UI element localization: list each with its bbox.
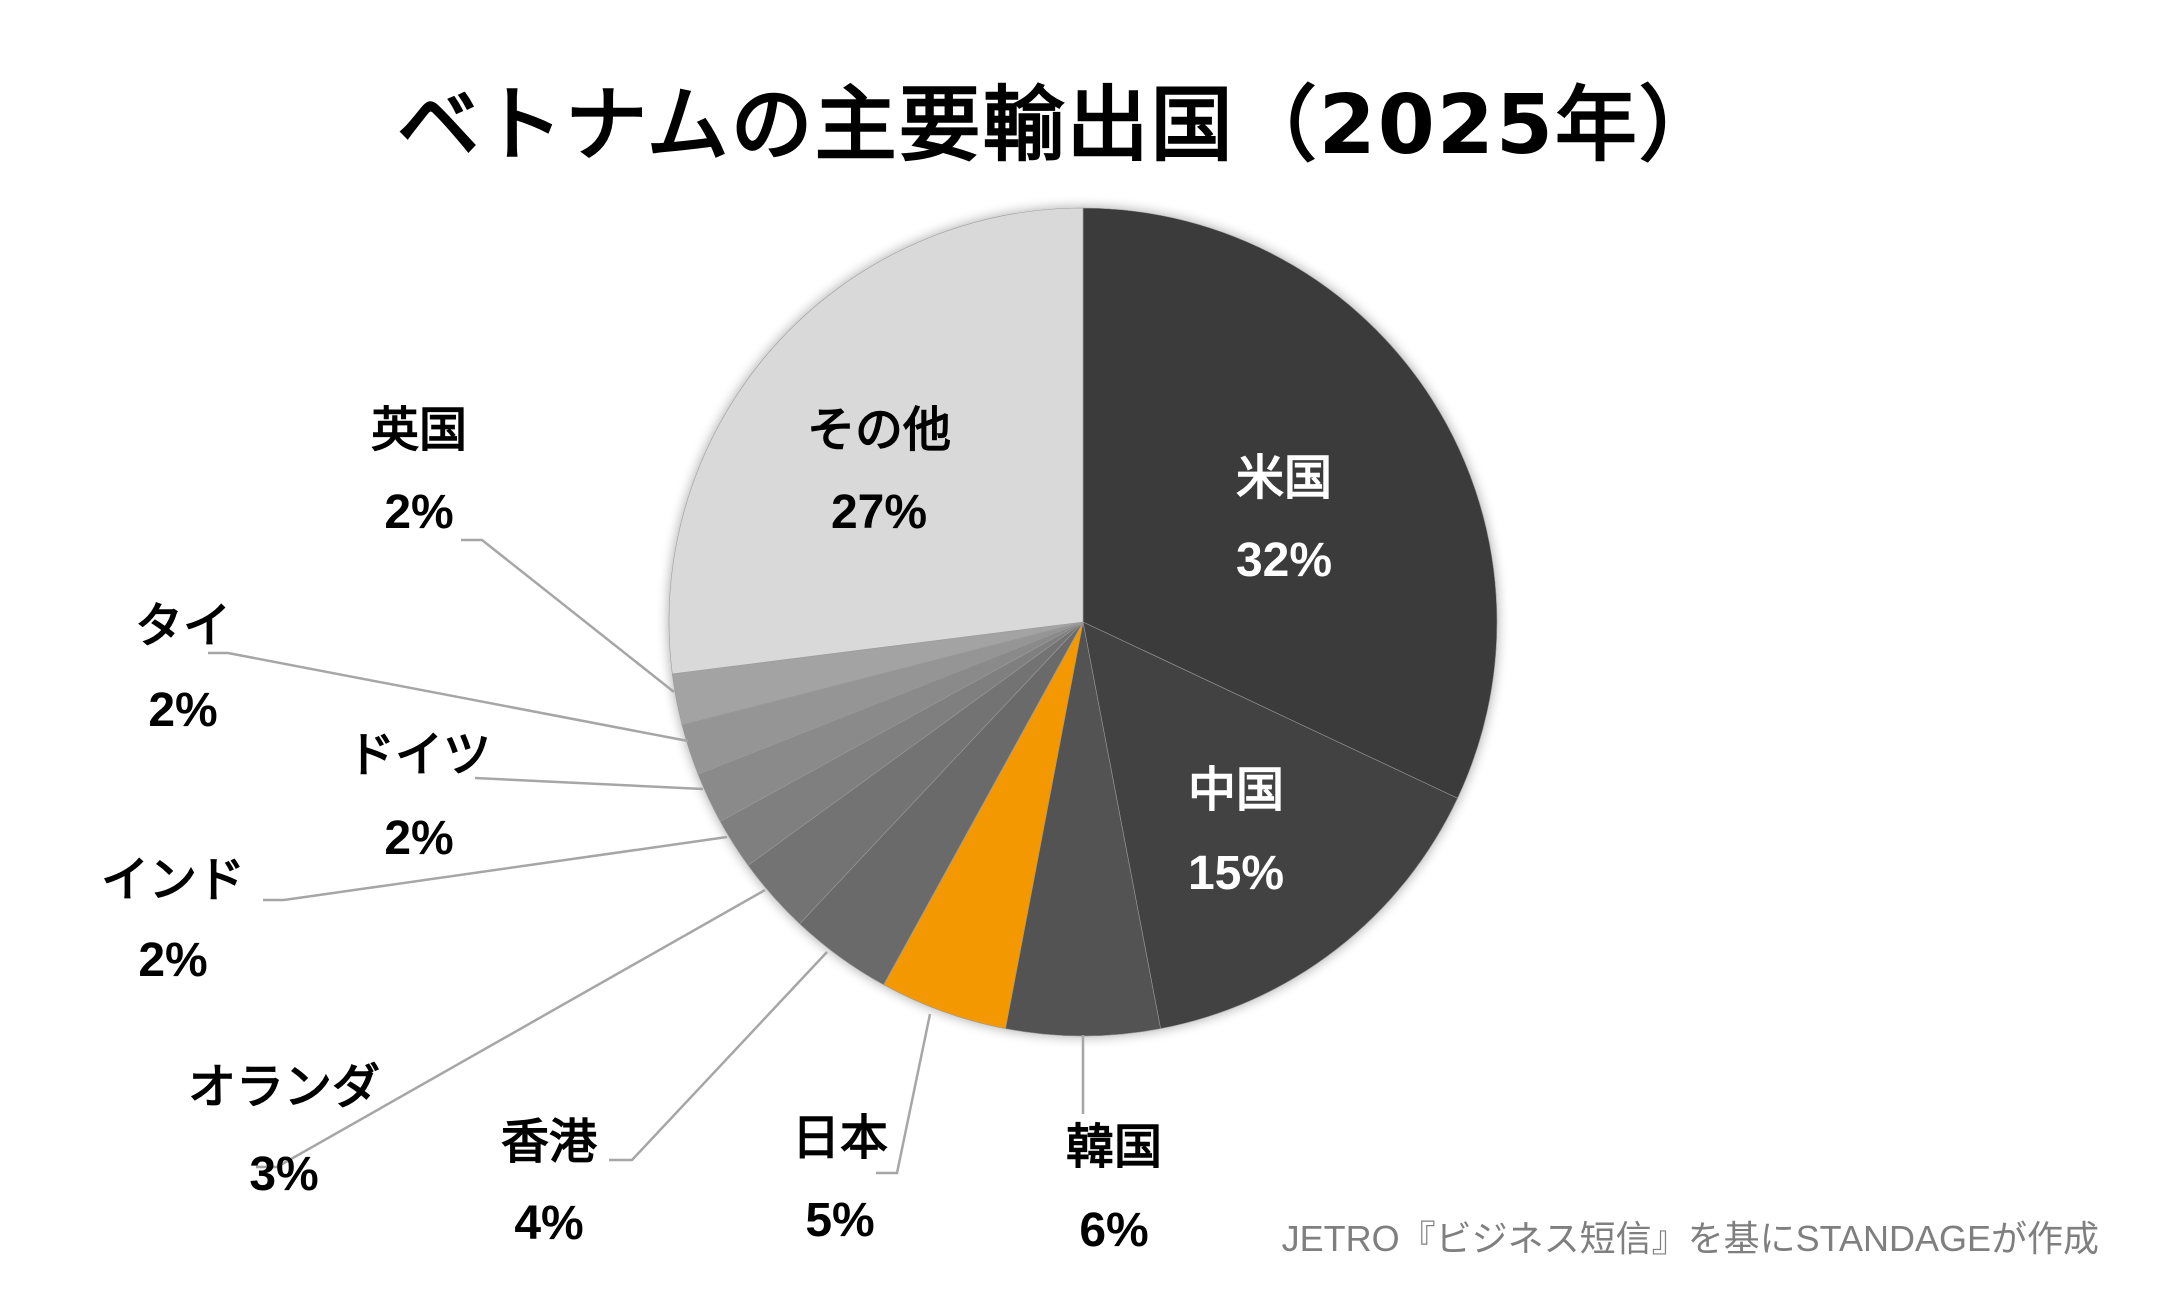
slice-name-label: その他 [807,402,951,458]
pie-slice-1 [1082,621,1458,1030]
slice-percent-label: 5% [805,1194,874,1247]
slice-name-label: インド [101,852,245,908]
slice-name-label: タイ [135,598,231,654]
slice-percent-label: 3% [249,1148,318,1201]
slice-name-label: ドイツ [347,727,491,783]
leader-line-3 [876,1013,932,1175]
pie-slices [668,207,1498,1037]
chart-title: ベトナムの主要輸出国（2025年） [397,78,1723,173]
leader-line-8 [208,651,689,743]
slice-percent-label: 2% [384,812,453,865]
source-note: JETRO『ビジネス短信』を基にSTANDAGEが作成 [1281,1218,2099,1259]
leader-lines [208,538,1085,1175]
slice-percent-label: 32% [1236,534,1332,587]
slice-percent-label: 2% [384,486,453,539]
slice-name-label: 中国 [1188,762,1284,818]
pie-slice-10 [668,207,1084,675]
slice-name-label: 日本 [792,1110,888,1166]
slice-percent-label: 27% [831,486,927,539]
slice-percent-label: 2% [138,934,207,987]
data-labels: 米国 32% 中国 15% 韓国 6% 日本 5% 香港 4% オランダ 3% インド 2% ドイツ 2% タイ… [101,402,1332,1257]
slice-percent-label: 6% [1079,1204,1148,1257]
slice-name-label: 香港 [501,1114,598,1170]
slice-name-label: 英国 [371,402,467,458]
leader-line-9 [461,538,675,693]
leader-line-4 [609,951,828,1162]
slice-percent-label: 15% [1188,847,1284,900]
slice-name-label: オランダ [188,1059,380,1115]
leader-line-5 [256,888,766,1169]
leader-line-6 [263,835,728,902]
slice-name-label: 米国 [1236,450,1332,506]
pie-slice-0 [1082,207,1498,799]
leader-line-7 [474,776,704,791]
slice-name-label: 韓国 [1066,1119,1162,1175]
slice-percent-label: 2% [148,684,217,737]
slice-percent-label: 4% [514,1197,583,1250]
